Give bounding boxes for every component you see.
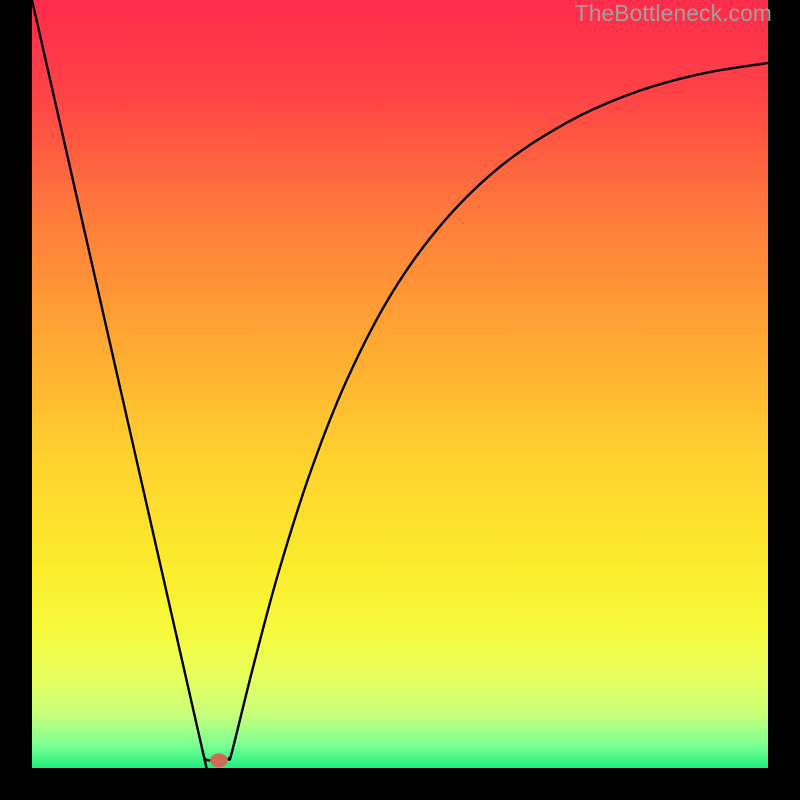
curve-layer xyxy=(32,0,768,768)
optimal-point-marker xyxy=(210,753,228,767)
plot-area xyxy=(32,0,768,768)
bottleneck-curve xyxy=(32,0,768,800)
watermark-text: TheBottleneck.com xyxy=(575,0,772,27)
chart-stage: TheBottleneck.com xyxy=(0,0,800,800)
